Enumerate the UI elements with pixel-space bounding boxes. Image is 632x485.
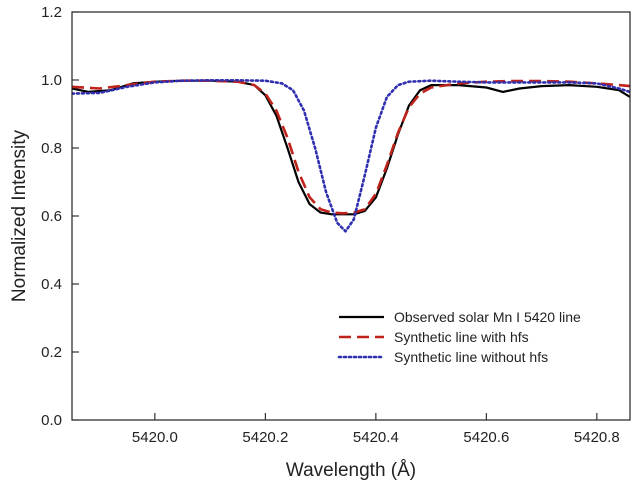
y-tick-label: 0.8: [41, 140, 62, 157]
y-tick-label: 1.0: [41, 72, 62, 89]
legend: Observed solar Mn I 5420 line Synthetic l…: [337, 309, 581, 365]
ticks-layer: 5420.0 5420.2 5420.4 5420.6 5420.8 0.0 0.2 0.4 0…: [41, 4, 620, 446]
y-axis-title: Normalized Intensity: [9, 129, 30, 302]
y-tick-label: 0.2: [41, 344, 62, 361]
series-layer: [72, 79, 630, 233]
x-axis-title: Wavelength (Å): [286, 460, 416, 481]
legend-label: Observed solar Mn I 5420 line: [394, 309, 581, 325]
series-line-dotted: [72, 79, 630, 233]
y-tick-label: 0.4: [41, 276, 62, 293]
legend-label: Synthetic line with hfs: [394, 329, 529, 345]
x-tick-label: 5420.4: [353, 429, 399, 446]
x-tick-label: 5420.2: [242, 429, 288, 446]
y-tick-label: 0.6: [41, 208, 62, 225]
x-tick-label: 5420.8: [574, 429, 620, 446]
x-tick-label: 5420.6: [463, 429, 509, 446]
legend-label: Synthetic line without hfs: [394, 349, 548, 365]
y-tick-label: 0.0: [41, 412, 62, 429]
y-tick-label: 1.2: [41, 4, 62, 21]
x-tick-label: 5420.0: [132, 429, 178, 446]
